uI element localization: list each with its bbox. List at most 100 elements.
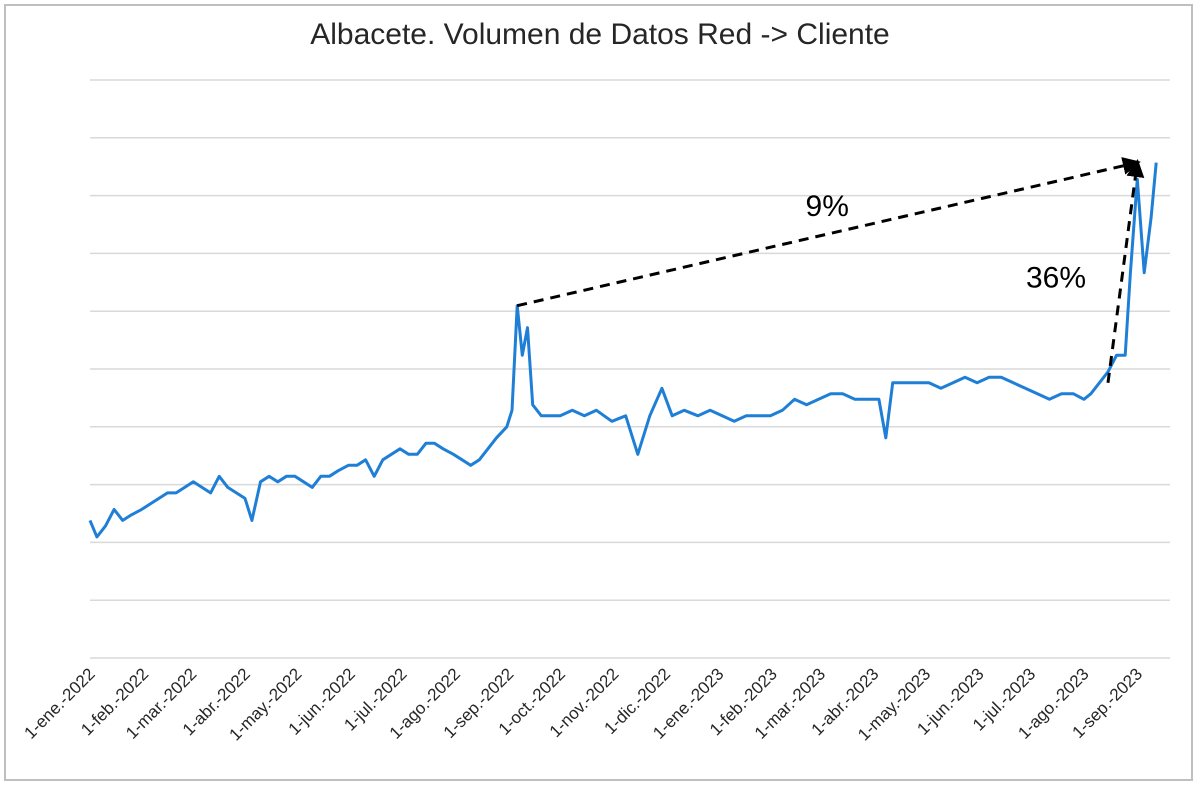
data-point xyxy=(584,415,585,416)
series-line xyxy=(88,162,1158,539)
data-point xyxy=(487,448,488,449)
data-point xyxy=(269,476,270,477)
data-point xyxy=(722,415,723,416)
annotation-arrow xyxy=(516,157,1141,308)
data-point xyxy=(114,509,115,510)
data-point xyxy=(1116,355,1117,356)
data-point xyxy=(219,476,220,477)
data-point xyxy=(1099,382,1100,383)
data-point xyxy=(532,404,533,405)
data-point xyxy=(400,448,401,449)
data-point xyxy=(496,437,497,438)
data-point xyxy=(96,536,97,537)
data-point xyxy=(245,498,246,499)
data-point xyxy=(1025,388,1026,389)
data-point xyxy=(522,355,523,356)
data-point xyxy=(1137,179,1138,180)
data-point xyxy=(312,487,313,488)
data-point xyxy=(842,393,843,394)
data-point xyxy=(1049,399,1050,400)
data-point xyxy=(661,388,662,389)
data-point xyxy=(1144,272,1145,273)
data-point xyxy=(443,448,444,449)
data-point xyxy=(940,388,941,389)
data-point xyxy=(167,492,168,493)
data-point xyxy=(806,404,807,405)
data-point xyxy=(251,520,252,521)
data-point xyxy=(746,415,747,416)
data-point xyxy=(184,487,185,488)
data-point xyxy=(1001,377,1002,378)
data-point xyxy=(782,410,783,411)
data-point xyxy=(1125,355,1126,356)
data-point xyxy=(710,410,711,411)
annotation-label: 9% xyxy=(806,190,849,223)
data-point xyxy=(866,399,867,400)
data-point xyxy=(649,415,650,416)
data-point xyxy=(596,410,597,411)
data-point xyxy=(236,492,237,493)
data-point xyxy=(611,421,612,422)
data-point xyxy=(892,382,893,383)
data-point xyxy=(854,399,855,400)
data-point xyxy=(637,454,638,455)
data-point xyxy=(158,498,159,499)
data-point xyxy=(904,382,905,383)
data-point xyxy=(365,459,366,460)
data-point xyxy=(770,415,771,416)
data-point xyxy=(965,377,966,378)
data-point xyxy=(193,481,194,482)
data-point xyxy=(374,476,375,477)
data-point xyxy=(684,410,685,411)
data-point xyxy=(382,459,383,460)
data-point xyxy=(916,382,917,383)
data-point xyxy=(210,492,211,493)
data-point xyxy=(105,525,106,526)
data-point xyxy=(260,481,261,482)
data-point xyxy=(734,421,735,422)
data-point xyxy=(794,399,795,400)
data-point xyxy=(320,476,321,477)
data-point xyxy=(928,382,929,383)
data-point xyxy=(541,415,542,416)
data-point xyxy=(1061,393,1062,394)
data-point xyxy=(1151,217,1152,218)
chart-frame xyxy=(4,4,1193,781)
data-point xyxy=(1083,399,1084,400)
data-point xyxy=(277,481,278,482)
data-point xyxy=(1037,393,1038,394)
data-point xyxy=(698,415,699,416)
data-point xyxy=(830,393,831,394)
data-point xyxy=(141,509,142,510)
data-point xyxy=(201,487,202,488)
data-point xyxy=(1013,382,1014,383)
data-point xyxy=(227,487,228,488)
data-point xyxy=(1107,371,1108,372)
data-point xyxy=(989,377,990,378)
data-point xyxy=(560,415,561,416)
data-point xyxy=(303,481,304,482)
data-point xyxy=(572,410,573,411)
annotation-arrow xyxy=(1106,159,1145,383)
data-point xyxy=(1130,272,1131,273)
data-point xyxy=(549,415,550,416)
data-point xyxy=(506,426,507,427)
data-point xyxy=(672,415,673,416)
data-point xyxy=(150,503,151,504)
data-point xyxy=(462,459,463,460)
data-point xyxy=(1090,393,1091,394)
data-point xyxy=(425,443,426,444)
data-point xyxy=(417,454,418,455)
data-point xyxy=(527,327,528,328)
data-point xyxy=(90,520,91,521)
data-point xyxy=(625,415,626,416)
data-point xyxy=(434,443,435,444)
data-point xyxy=(479,459,480,460)
data-point xyxy=(408,454,409,455)
data-point xyxy=(122,520,123,521)
data-point xyxy=(453,454,454,455)
data-point xyxy=(977,382,978,383)
data-point xyxy=(338,470,339,471)
data-point xyxy=(356,465,357,466)
